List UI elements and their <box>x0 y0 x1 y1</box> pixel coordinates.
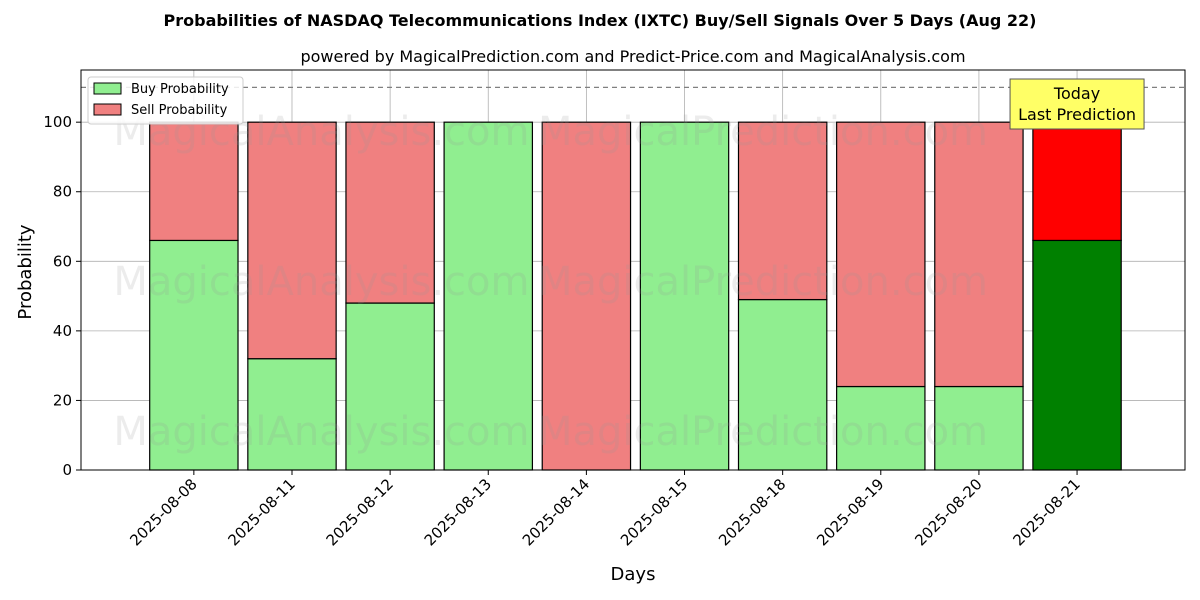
bar-buy-2025-08-12 <box>345 302 435 471</box>
x-tick-label: 2025-08-08 <box>126 475 200 549</box>
x-tick-label: 2025-08-13 <box>421 475 495 549</box>
bar-buy-2025-08-15 <box>639 121 730 471</box>
watermark-text: MagicalPrediction.com <box>538 409 988 455</box>
bar-sell-2025-08-20 <box>934 121 1024 388</box>
plot-area: MagicalAnalysis.com MagicalPrediction.com… <box>43 69 1186 549</box>
y-tick-label: 80 <box>53 183 72 201</box>
watermark-text: MagicalPrediction.com <box>538 109 988 155</box>
y-tick-label: 100 <box>43 113 72 131</box>
bar-sell-2025-08-14 <box>541 121 632 471</box>
bar-sell-2025-08-08 <box>149 121 239 242</box>
bar-buy-2025-08-18 <box>737 298 828 471</box>
watermark-text: MagicalAnalysis.com <box>113 259 529 305</box>
bar-sell-2025-08-11 <box>247 121 337 360</box>
bar-sell-2025-08-18 <box>737 121 828 301</box>
watermark-text: MagicalAnalysis.com <box>113 409 529 455</box>
bar-sell-2025-08-12 <box>345 121 435 304</box>
watermark-text: MagicalPrediction.com <box>538 259 988 305</box>
bar-buy-2025-08-21 <box>1032 239 1122 471</box>
x-tick-label: 2025-08-20 <box>911 475 985 549</box>
x-tick-label: 2025-08-15 <box>617 475 691 549</box>
legend-label: Sell Probability <box>131 103 228 118</box>
bar-buy-2025-08-20 <box>934 385 1024 471</box>
y-tick-label: 60 <box>53 252 72 270</box>
x-tick-label: 2025-08-19 <box>813 475 887 549</box>
annotation-box <box>1009 78 1145 130</box>
bar-buy-2025-08-11 <box>247 358 337 471</box>
bar-sell-2025-08-21 <box>1032 121 1122 242</box>
x-axis-label: Days <box>611 564 656 585</box>
legend-label: Buy Probability <box>131 82 229 97</box>
bar-sell-2025-08-19 <box>836 121 926 388</box>
x-tick-label: 2025-08-12 <box>323 475 397 549</box>
y-tick-label: 40 <box>53 322 72 340</box>
legend-swatch <box>93 82 122 95</box>
annotation-line-1: Today <box>1053 84 1100 103</box>
y-tick-label: 0 <box>62 461 72 479</box>
x-tick-label: 2025-08-14 <box>519 475 593 549</box>
x-tick-label: 2025-08-21 <box>1010 475 1084 549</box>
legend-box <box>87 76 244 125</box>
legend-swatch <box>93 103 122 116</box>
chart-title: Probabilities of NASDAQ Telecommunicatio… <box>164 11 1037 30</box>
x-tick-label: 2025-08-11 <box>224 475 298 549</box>
x-tick-label: 2025-08-18 <box>715 475 789 549</box>
annotation-line-2: Last Prediction <box>1018 105 1136 124</box>
y-tick-label: 20 <box>53 391 72 409</box>
bar-buy-2025-08-19 <box>836 385 926 471</box>
chart-subtitle: powered by MagicalPrediction.com and Pre… <box>300 47 965 66</box>
y-axis-label: Probability <box>15 224 36 319</box>
axes-frame <box>80 69 1186 471</box>
